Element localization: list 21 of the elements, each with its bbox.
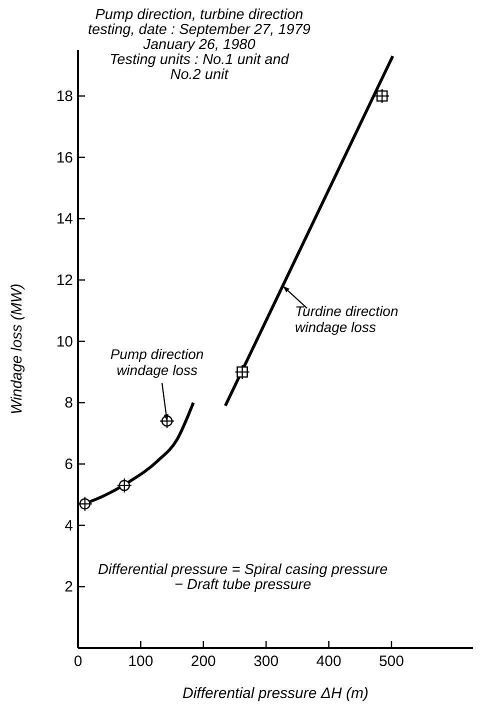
x-tick-label: 100 [128,653,154,670]
x-tick-label: 0 [74,653,82,670]
annotation: Differential pressure = Spiral casing pressure − Draft tube pressure [98,562,388,593]
x-tick-label: 400 [316,653,342,670]
y-tick-label: 4 [64,517,73,534]
y-tick-label: 6 [64,456,73,473]
x-axis-title: Differential pressure ΔH (m) [182,685,368,702]
y-axis-title: Windage loss (MW) [8,284,26,414]
y-tick-label: 12 [56,272,73,289]
y-tick-label: 18 [56,88,73,105]
y-tick-label: 8 [64,394,73,412]
y-tick-label: 10 [56,333,73,350]
x-tick-label: 300 [254,653,279,670]
y-tick-label: 14 [56,210,73,228]
annotation: Turdine direction windage loss [295,303,398,336]
x-tick-label: 200 [190,653,216,670]
x-tick-label: 500 [378,653,404,670]
y-tick-label: 2 [64,578,73,596]
annotation: Pump direction, turbine direction testing, date : September 27, 1979 January 26, 1980 Testing units : No.1 unit and No.2 unit [88,7,310,83]
y-tick-label: 16 [56,149,73,166]
annotation: Pump direction windage loss [110,346,204,378]
